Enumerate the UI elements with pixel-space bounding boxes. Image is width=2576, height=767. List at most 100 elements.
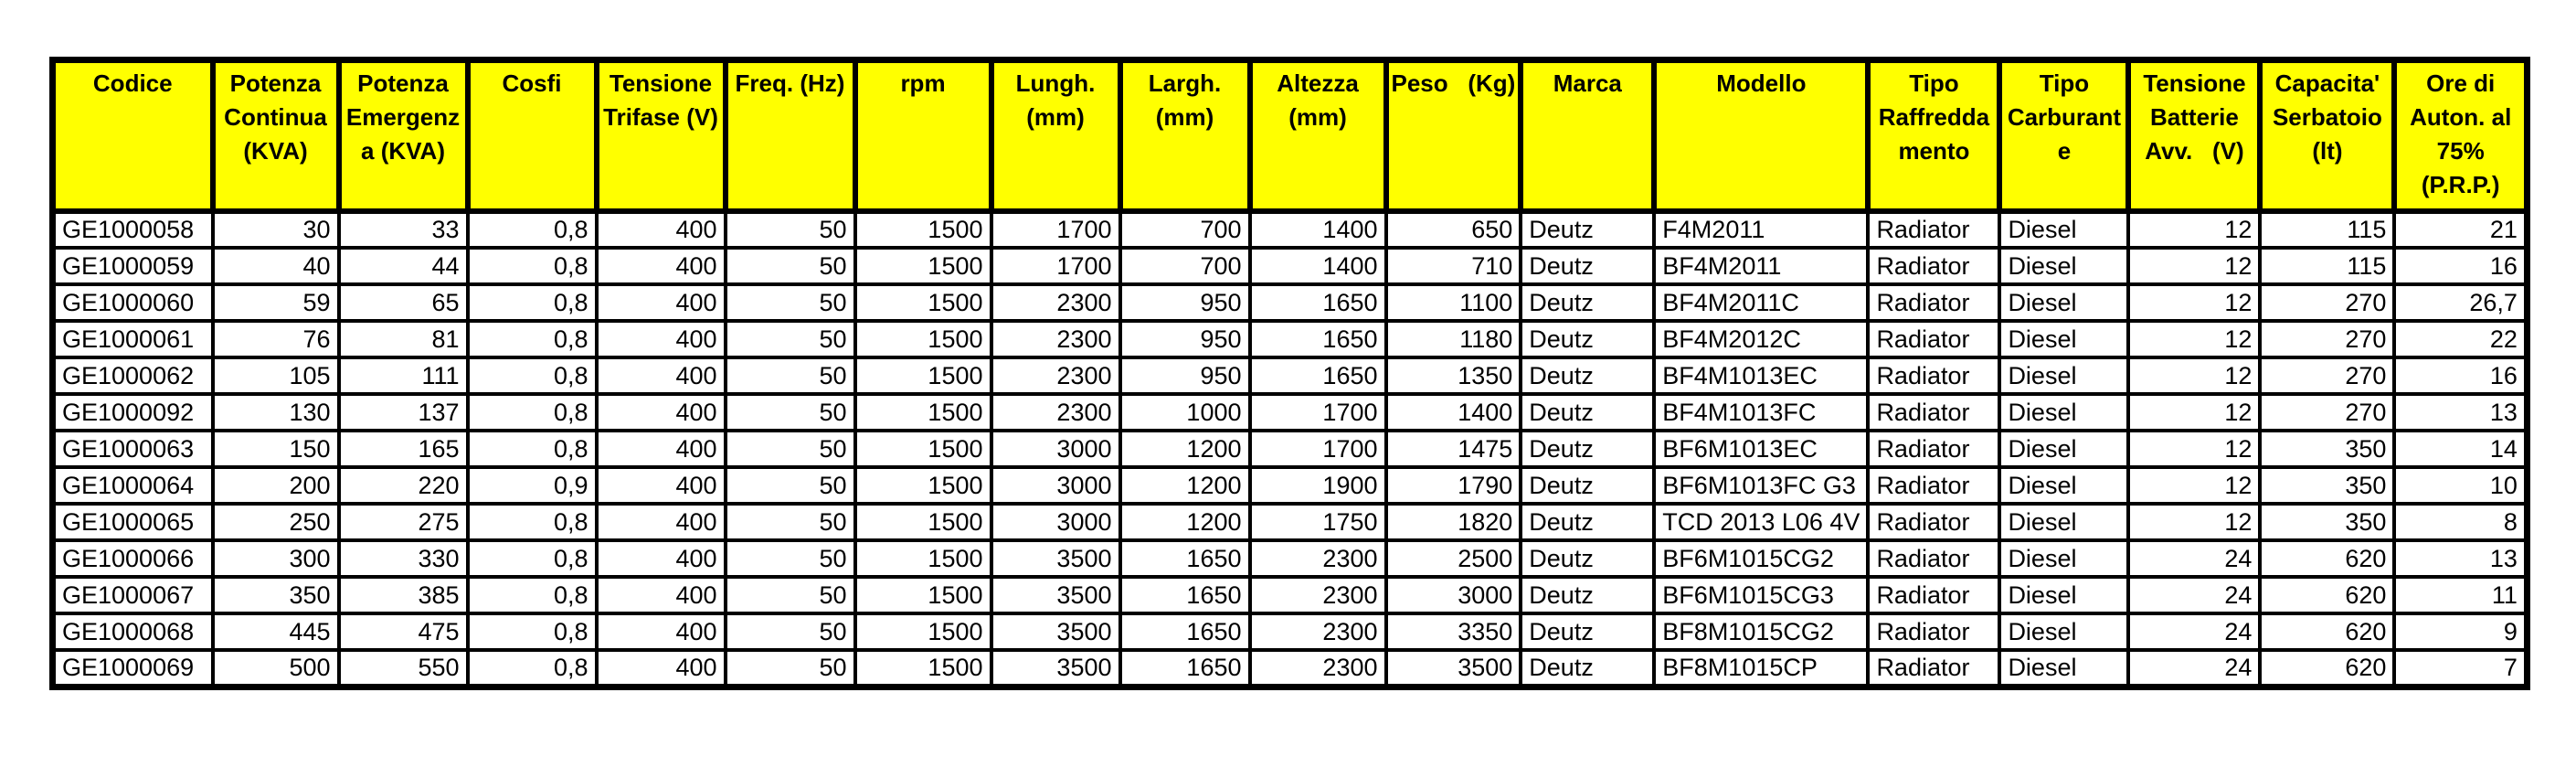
header-line: Potenza	[357, 69, 449, 97]
cell-ore-autonomia: 16	[2392, 246, 2529, 286]
cell-potenza-emergenza: 550	[336, 648, 470, 688]
cell-ore-autonomia: 26,7	[2392, 282, 2529, 323]
cell-tensione-trifase: 400	[594, 465, 727, 506]
cell-lungh-mm: 3000	[989, 429, 1122, 469]
cell-peso-kg: 1820	[1383, 502, 1523, 542]
cell-largh-mm: 1650	[1118, 612, 1252, 652]
cell-tipo-raffreddamento: Radiator	[1866, 246, 2002, 286]
cell-potenza-emergenza: 475	[336, 612, 470, 652]
header-line: a (KVA)	[361, 137, 445, 165]
cell-tensione-batterie: 24	[2126, 575, 2263, 615]
header-line: Continua	[224, 103, 327, 131]
cell-ore-autonomia: 11	[2392, 575, 2529, 615]
cell-tipo-carburante: Diesel	[1998, 392, 2131, 432]
cell-altezza-mm: 1700	[1247, 429, 1388, 469]
header-line: Emergenz	[345, 103, 461, 131]
cell-capacita-serbatoio: 350	[2258, 429, 2397, 469]
cell-tensione-batterie: 12	[2126, 392, 2263, 432]
cell-marca: Deutz	[1519, 392, 1657, 432]
cell-freq-hz: 50	[723, 209, 857, 250]
cell-potenza-continua: 300	[210, 538, 341, 579]
cell-largh-mm: 1650	[1118, 538, 1252, 579]
cell-tipo-raffreddamento: Radiator	[1866, 356, 2002, 396]
col-header-tensione-batterie: Tensione Batterie Avv. (V)	[2125, 57, 2263, 214]
cell-tipo-carburante: Diesel	[1998, 356, 2131, 396]
cell-lungh-mm: 3500	[989, 612, 1122, 652]
cell-peso-kg: 1790	[1383, 465, 1523, 506]
cell-tensione-batterie: 12	[2126, 209, 2263, 250]
cell-tipo-carburante: Diesel	[1998, 319, 2131, 359]
cell-cosfi: 0,8	[465, 392, 599, 432]
cell-cosfi: 0,8	[465, 648, 599, 688]
header-line: Avv. (V)	[2145, 137, 2244, 165]
cell-capacita-serbatoio: 620	[2258, 575, 2397, 615]
cell-freq-hz: 50	[723, 465, 857, 506]
table-row: GE1000068 445 475 0,8 400 50 1500 3500 1650 2300 3…	[50, 612, 2529, 652]
header-line: (P.R.P.)	[2421, 171, 2500, 198]
cell-modello: BF6M1013FC G3	[1652, 465, 1871, 506]
cell-freq-hz: 50	[723, 319, 857, 359]
cell-largh-mm: 1200	[1118, 502, 1252, 542]
cell-ore-autonomia: 21	[2392, 209, 2529, 250]
table-row: GE1000064 200 220 0,9 400 50 1500 3000 1200 1900 1…	[50, 465, 2529, 506]
header-line: Largh.	[1148, 69, 1222, 97]
cell-potenza-emergenza: 65	[336, 282, 470, 323]
cell-tensione-trifase: 400	[594, 319, 727, 359]
col-header-lungh-mm: Lungh. (mm)	[988, 57, 1123, 214]
cell-codice: GE1000060	[50, 282, 215, 323]
cell-potenza-continua: 76	[210, 319, 341, 359]
cell-tipo-carburante: Diesel	[1998, 502, 2131, 542]
cell-tensione-batterie: 12	[2126, 246, 2263, 286]
table-row: GE1000062 105 111 0,8 400 50 1500 2300 950 1650 13…	[50, 356, 2529, 396]
cell-tipo-carburante: Diesel	[1998, 465, 2131, 506]
cell-modello: BF4M2012C	[1652, 319, 1871, 359]
cell-codice: GE1000065	[50, 502, 215, 542]
table-row: GE1000063 150 165 0,8 400 50 1500 3000 1200 1700 1…	[50, 429, 2529, 469]
cell-ore-autonomia: 9	[2392, 612, 2529, 652]
cell-marca: Deutz	[1519, 282, 1657, 323]
cell-potenza-continua: 130	[210, 392, 341, 432]
header-line: Tipo	[1909, 69, 1959, 97]
cell-capacita-serbatoio: 620	[2258, 538, 2397, 579]
cell-altezza-mm: 2300	[1247, 575, 1388, 615]
header-line: (KVA)	[243, 137, 308, 165]
header-line: Batterie	[2150, 103, 2239, 131]
col-header-potenza-continua: Potenza Continua (KVA)	[209, 57, 342, 214]
cell-codice: GE1000061	[50, 319, 215, 359]
header-line: Peso (Kg)	[1391, 69, 1516, 97]
cell-marca: Deutz	[1519, 246, 1657, 286]
cell-marca: Deutz	[1519, 538, 1657, 579]
header-line: Altezza	[1277, 69, 1359, 97]
cell-potenza-continua: 500	[210, 648, 341, 688]
cell-peso-kg: 3350	[1383, 612, 1523, 652]
cell-potenza-continua: 105	[210, 356, 341, 396]
header-line: Potenza	[229, 69, 322, 97]
header-line: Codice	[92, 69, 173, 97]
cell-capacita-serbatoio: 620	[2258, 612, 2397, 652]
header-line: Marca	[1553, 69, 1622, 97]
cell-tensione-trifase: 400	[594, 282, 727, 323]
cell-altezza-mm: 2300	[1247, 612, 1388, 652]
cell-capacita-serbatoio: 350	[2258, 502, 2397, 542]
cell-altezza-mm: 1900	[1247, 465, 1388, 506]
cell-rpm: 1500	[853, 575, 993, 615]
table-row: GE1000092 130 137 0,8 400 50 1500 2300 1000 1700 1…	[50, 392, 2529, 432]
cell-tensione-trifase: 400	[594, 648, 727, 688]
col-header-tipo-carburante: Tipo Carburant e	[1997, 57, 2132, 214]
cell-rpm: 1500	[853, 502, 993, 542]
cell-altezza-mm: 1400	[1247, 209, 1388, 250]
cell-peso-kg: 1180	[1383, 319, 1523, 359]
cell-tensione-batterie: 12	[2126, 282, 2263, 323]
cell-capacita-serbatoio: 350	[2258, 465, 2397, 506]
header-line: Lungh.	[1015, 69, 1096, 97]
cell-peso-kg: 650	[1383, 209, 1523, 250]
cell-lungh-mm: 2300	[989, 319, 1122, 359]
cell-codice: GE1000064	[50, 465, 215, 506]
table-row: GE1000061 76 81 0,8 400 50 1500 2300 950 1650 1180…	[50, 319, 2529, 359]
cell-tipo-raffreddamento: Radiator	[1866, 282, 2002, 323]
cell-modello: BF6M1015CG2	[1652, 538, 1871, 579]
cell-tipo-raffreddamento: Radiator	[1866, 319, 2002, 359]
table-row: GE1000069 500 550 0,8 400 50 1500 3500 1650 2300 3…	[50, 648, 2529, 688]
cell-freq-hz: 50	[723, 502, 857, 542]
cell-potenza-continua: 200	[210, 465, 341, 506]
